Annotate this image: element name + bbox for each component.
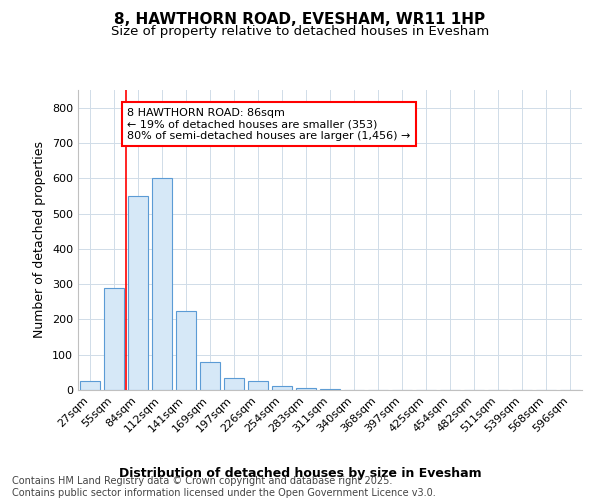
Bar [176, 310, 196, 390]
Bar [248, 381, 268, 390]
Bar [272, 386, 292, 390]
Bar [320, 389, 340, 390]
Bar [128, 196, 148, 390]
Bar [200, 362, 220, 390]
Bar [80, 381, 100, 390]
Y-axis label: Number of detached properties: Number of detached properties [34, 142, 46, 338]
Text: Contains HM Land Registry data © Crown copyright and database right 2025.
Contai: Contains HM Land Registry data © Crown c… [12, 476, 436, 498]
Bar [296, 388, 316, 390]
Bar [104, 288, 124, 390]
Bar [152, 178, 172, 390]
Text: 8 HAWTHORN ROAD: 86sqm
← 19% of detached houses are smaller (353)
80% of semi-de: 8 HAWTHORN ROAD: 86sqm ← 19% of detached… [127, 108, 410, 141]
Text: Distribution of detached houses by size in Evesham: Distribution of detached houses by size … [119, 468, 481, 480]
Text: 8, HAWTHORN ROAD, EVESHAM, WR11 1HP: 8, HAWTHORN ROAD, EVESHAM, WR11 1HP [115, 12, 485, 28]
Text: Size of property relative to detached houses in Evesham: Size of property relative to detached ho… [111, 25, 489, 38]
Bar [224, 378, 244, 390]
